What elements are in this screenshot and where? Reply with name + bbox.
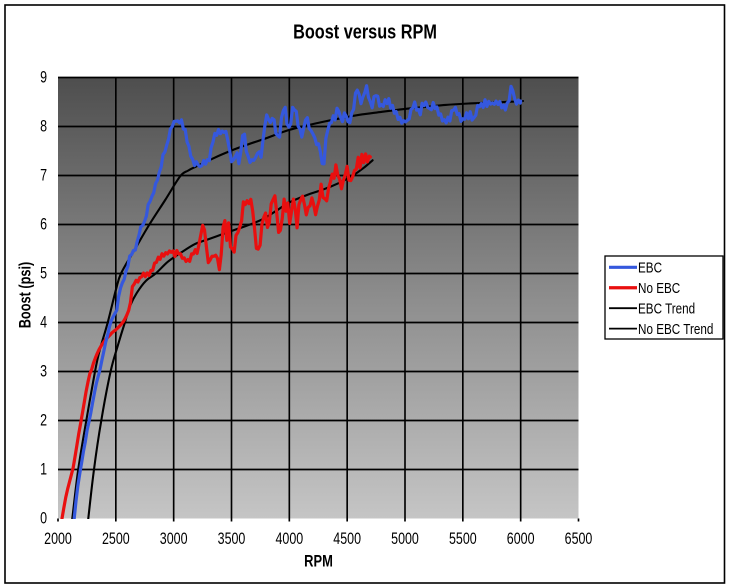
svg-text:4: 4 — [40, 314, 47, 332]
svg-text:6500: 6500 — [565, 530, 593, 548]
svg-text:3500: 3500 — [218, 530, 246, 548]
svg-text:EBC Trend: EBC Trend — [638, 300, 695, 317]
svg-text:6: 6 — [40, 216, 47, 234]
svg-text:4500: 4500 — [333, 530, 361, 548]
svg-text:2500: 2500 — [102, 530, 130, 548]
svg-text:EBC: EBC — [638, 259, 662, 276]
svg-text:5: 5 — [40, 265, 47, 283]
svg-text:0: 0 — [40, 510, 47, 528]
svg-text:4000: 4000 — [275, 530, 303, 548]
svg-text:5000: 5000 — [391, 530, 419, 548]
svg-text:2: 2 — [40, 412, 47, 430]
svg-text:9: 9 — [40, 69, 47, 87]
svg-text:1: 1 — [40, 461, 47, 479]
svg-text:No EBC Trend: No EBC Trend — [638, 321, 713, 338]
svg-text:Boost (psi): Boost (psi) — [16, 262, 35, 329]
svg-text:5500: 5500 — [449, 530, 477, 548]
svg-text:2000: 2000 — [44, 530, 72, 548]
svg-text:6000: 6000 — [507, 530, 535, 548]
svg-text:7: 7 — [40, 167, 47, 185]
svg-text:No EBC: No EBC — [638, 280, 680, 297]
svg-text:RPM: RPM — [304, 552, 333, 571]
svg-text:8: 8 — [40, 118, 47, 136]
svg-text:Boost versus RPM: Boost versus RPM — [293, 20, 437, 43]
svg-text:3: 3 — [40, 363, 47, 381]
svg-text:3000: 3000 — [160, 530, 188, 548]
